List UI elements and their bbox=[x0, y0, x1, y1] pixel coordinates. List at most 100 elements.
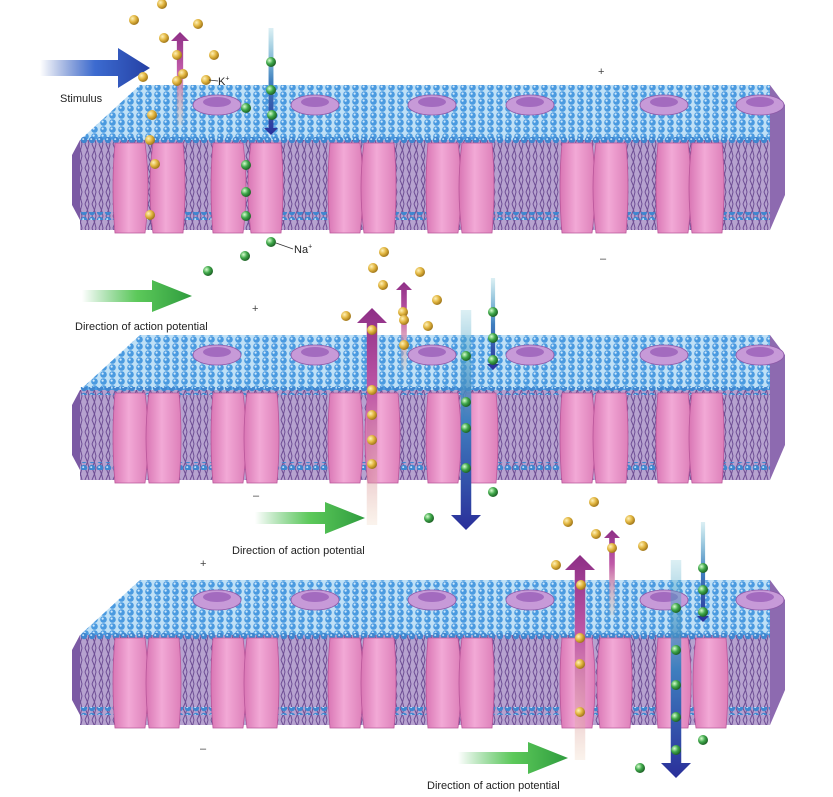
potassium-ion bbox=[178, 69, 188, 79]
sodium-influx-arrow bbox=[661, 560, 691, 778]
potassium-ion bbox=[625, 515, 635, 525]
direction-label-1: Direction of action potential bbox=[75, 321, 208, 333]
ion-channel bbox=[655, 94, 785, 234]
sodium-influx-arrow bbox=[487, 278, 499, 370]
membrane-head-row-upper bbox=[80, 387, 770, 395]
ion-channel bbox=[112, 589, 242, 729]
ion-channel bbox=[559, 94, 689, 234]
sodium-ion bbox=[203, 266, 213, 276]
ion-channel bbox=[425, 344, 555, 484]
potassium-ion bbox=[379, 247, 389, 257]
sodium-ion bbox=[240, 251, 250, 261]
sodium-ion bbox=[671, 680, 681, 690]
potassium-charge: + bbox=[225, 75, 230, 83]
sodium-ion bbox=[461, 463, 471, 473]
direction-arrow bbox=[82, 280, 192, 312]
potassium-efflux-arrow bbox=[396, 282, 412, 370]
potassium-ion bbox=[138, 72, 148, 82]
ion-channel bbox=[655, 589, 785, 729]
potassium-ion bbox=[551, 560, 561, 570]
sodium-ion bbox=[266, 85, 276, 95]
membrane-end-face bbox=[770, 335, 785, 480]
potassium-efflux-arrow bbox=[565, 555, 595, 760]
ion-channel bbox=[112, 344, 242, 484]
sodium-ion bbox=[488, 487, 498, 497]
sodium-ion bbox=[671, 745, 681, 755]
sodium-ion bbox=[241, 187, 251, 197]
potassium-ion bbox=[378, 280, 388, 290]
potassium-ion bbox=[172, 76, 182, 86]
potassium-ion bbox=[398, 307, 408, 317]
plus-sign-1: + bbox=[598, 66, 605, 78]
minus-sign-2: – bbox=[253, 490, 260, 502]
direction-arrow bbox=[255, 502, 365, 534]
membrane-head-row-upper bbox=[80, 137, 770, 145]
sodium-ion bbox=[671, 712, 681, 722]
sodium-charge: + bbox=[308, 243, 313, 251]
membrane-end-face bbox=[770, 85, 785, 230]
potassium-ion bbox=[157, 0, 167, 9]
sodium-ion bbox=[635, 763, 645, 773]
ion-channel bbox=[655, 344, 785, 484]
potassium-ion bbox=[399, 340, 409, 350]
panel-1-stimulus bbox=[72, 85, 785, 234]
sodium-ion bbox=[241, 160, 251, 170]
membrane-left-face bbox=[72, 390, 80, 470]
potassium-ion bbox=[432, 295, 442, 305]
potassium-ion bbox=[129, 15, 139, 25]
potassium-ion bbox=[575, 633, 585, 643]
potassium-ion bbox=[367, 435, 377, 445]
potassium-ion bbox=[172, 50, 182, 60]
membrane-head-row-lower bbox=[80, 707, 770, 715]
stimulus-arrow bbox=[40, 48, 150, 88]
sodium-ion bbox=[488, 307, 498, 317]
sodium-label: Na+ bbox=[294, 243, 313, 256]
potassium-ion bbox=[589, 497, 599, 507]
direction-label-3: Direction of action potential bbox=[427, 780, 560, 792]
potassium-ion bbox=[607, 543, 617, 553]
sodium-ion bbox=[461, 351, 471, 361]
ion-channel bbox=[425, 589, 555, 729]
potassium-ion bbox=[575, 707, 585, 717]
sodium-influx-arrow bbox=[264, 28, 278, 135]
direction-arrow bbox=[458, 742, 568, 774]
sodium-ion bbox=[424, 513, 434, 523]
sodium-ion bbox=[266, 57, 276, 67]
ion-channel bbox=[210, 344, 340, 484]
sodium-influx-arrow bbox=[451, 310, 481, 530]
potassium-ion bbox=[423, 321, 433, 331]
potassium-ion bbox=[150, 159, 160, 169]
potassium-symbol: K bbox=[218, 76, 226, 88]
sodium-ion bbox=[671, 645, 681, 655]
panel-3-propagation bbox=[72, 580, 785, 729]
potassium-ion bbox=[367, 325, 377, 335]
membrane-left-face bbox=[72, 635, 80, 715]
ion-channel bbox=[559, 344, 689, 484]
sodium-ion bbox=[461, 423, 471, 433]
sodium-ion bbox=[698, 563, 708, 573]
sodium-leader-line bbox=[275, 242, 294, 250]
panel-2-propagation bbox=[72, 335, 785, 484]
potassium-ion bbox=[145, 210, 155, 220]
potassium-ion bbox=[415, 267, 425, 277]
direction-label-2: Direction of action potential bbox=[232, 545, 365, 557]
plus-sign-2: + bbox=[252, 303, 259, 315]
potassium-ion bbox=[159, 33, 169, 43]
sodium-ion bbox=[698, 607, 708, 617]
stimulus-label: Stimulus bbox=[60, 93, 103, 105]
minus-sign-3: – bbox=[200, 743, 207, 755]
sodium-symbol: Na bbox=[294, 244, 309, 256]
membrane-end-face bbox=[770, 580, 785, 725]
sodium-ion bbox=[241, 211, 251, 221]
ion-channel bbox=[425, 94, 555, 234]
ion-channel bbox=[210, 94, 340, 234]
potassium-ion bbox=[575, 659, 585, 669]
potassium-ion bbox=[201, 75, 211, 85]
membrane-head-row-lower bbox=[80, 212, 770, 220]
sodium-ion bbox=[267, 110, 277, 120]
potassium-ion bbox=[209, 50, 219, 60]
membrane-left-face bbox=[72, 140, 80, 220]
potassium-ion bbox=[576, 580, 586, 590]
sodium-ion bbox=[488, 355, 498, 365]
